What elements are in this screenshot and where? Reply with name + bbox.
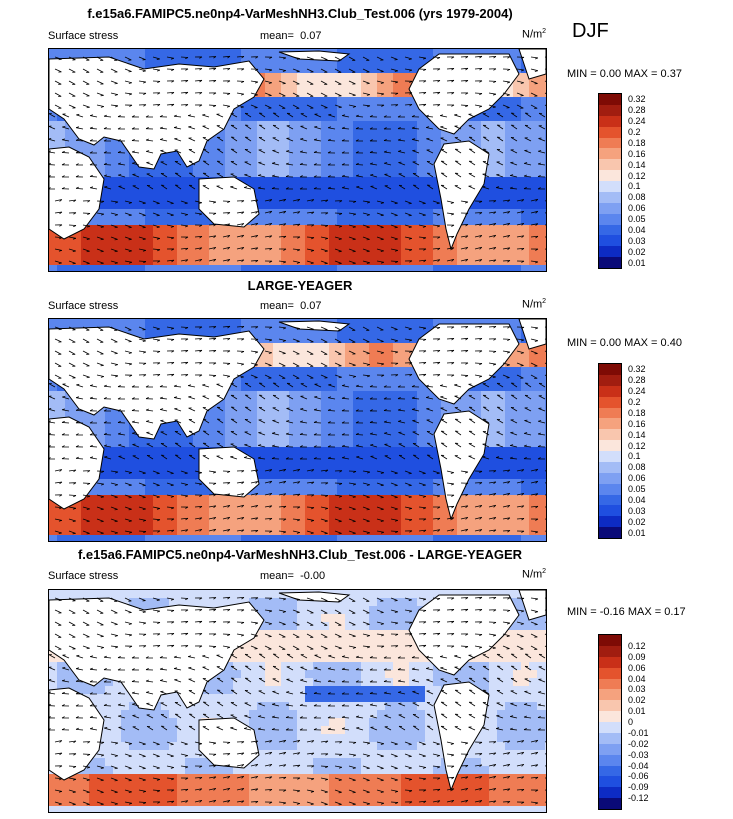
colorbar-tick-label: 0.05 (628, 214, 646, 225)
colorbar-tick-label: 0.04 (628, 224, 646, 235)
colorbar-tick-label: -0.03 (628, 749, 649, 760)
colorbar-tick-label: 0.03 (628, 684, 646, 695)
colorbar-tick-label: 0.04 (628, 494, 646, 505)
colorbar-tick-label: 0.12 (628, 440, 646, 451)
panel-2-units: N/m2 (522, 298, 547, 311)
colorbar-tick-label: 0.24 (628, 116, 646, 127)
colorbar-tick-label: 0.02 (628, 695, 646, 706)
colorbar-tick-label: -0.12 (628, 793, 649, 804)
colorbar-tick-label: 0.02 (628, 246, 646, 257)
panel-2-title: LARGE-YEAGER (247, 278, 353, 293)
colorbar-tick-label: 0.06 (628, 473, 646, 484)
colorbar-tick-label: 0.12 (628, 170, 646, 181)
colorbar-tick-label: 0.16 (628, 418, 646, 429)
colorbar-tick-label: -0.06 (628, 771, 649, 782)
colorbar-tick-label: 0.1 (628, 181, 641, 192)
panel-1-mean: mean= 0.07 (260, 30, 322, 42)
colorbar-tick-label: 0.04 (628, 673, 646, 684)
colorbar-tick-label: 0.14 (628, 429, 646, 440)
colorbar-tick-label: 0.03 (628, 235, 646, 246)
panel-2-mean: mean= 0.07 (260, 300, 322, 312)
colorbar-tick-label: 0.18 (628, 407, 646, 418)
panel-3-units: N/m2 (522, 568, 547, 581)
colorbar-tick-label: 0.06 (628, 203, 646, 214)
colorbar-tick-label: 0.18 (628, 137, 646, 148)
colorbar-tick-label: 0.08 (628, 462, 646, 473)
colorbar-tick-label: -0.04 (628, 760, 649, 771)
colorbar-tick-label: 0.03 (628, 505, 646, 516)
colorbar-tick-label: 0.24 (628, 386, 646, 397)
colorbar-tick-label: -0.02 (628, 738, 649, 749)
panel-3-colorbar (598, 634, 622, 810)
panel-3-mean: mean= -0.00 (260, 570, 326, 582)
colorbar-tick-label: 0.28 (628, 105, 646, 116)
panel-2-map (48, 318, 547, 542)
colorbar-tick-label: 0.2 (628, 397, 641, 408)
panel-1-title: f.e15a6.FAMIPC5.ne0np4-VarMeshNH3.Club_T… (87, 6, 513, 21)
panel-2-variable: Surface stress (48, 300, 119, 312)
colorbar-tick-label: 0.01 (628, 527, 646, 538)
season-label: DJF (572, 20, 609, 42)
panel-1-variable: Surface stress (48, 30, 119, 42)
panel-3-minmax: MIN = -0.16 MAX = 0.17 (567, 606, 686, 618)
panel-3-map (48, 589, 547, 813)
colorbar-tick-label: 0.16 (628, 148, 646, 159)
colorbar-tick-label: 0.09 (628, 651, 646, 662)
colorbar-tick-label: 0.1 (628, 451, 641, 462)
panel-1-colorbar (598, 93, 622, 269)
panel-3-title: f.e15a6.FAMIPC5.ne0np4-VarMeshNH3.Club_T… (77, 547, 523, 562)
panel-2-minmax: MIN = 0.00 MAX = 0.40 (567, 337, 682, 349)
panel-2-colorbar (598, 363, 622, 539)
panel-1-map (48, 48, 547, 272)
colorbar-tick-label: 0.12 (628, 640, 646, 651)
colorbar-tick-label: 0.14 (628, 159, 646, 170)
panel-3-variable: Surface stress (48, 570, 119, 582)
colorbar-tick-label: 0.08 (628, 192, 646, 203)
panel-1-units: N/m2 (522, 28, 547, 41)
colorbar-tick-label: 0.05 (628, 484, 646, 495)
colorbar-tick-label: 0.01 (628, 257, 646, 268)
colorbar-tick-label: -0.01 (628, 727, 649, 738)
colorbar-tick-label: 0.02 (628, 516, 646, 527)
colorbar-tick-label: 0.28 (628, 375, 646, 386)
colorbar-tick-label: 0.2 (628, 127, 641, 138)
colorbar-tick-label: -0.09 (628, 782, 649, 793)
colorbar-tick-label: 0 (628, 717, 634, 727)
colorbar-tick-label: 0.06 (628, 662, 646, 673)
colorbar-tick-label: 0.32 (628, 94, 646, 105)
colorbar-tick-label: 0.32 (628, 364, 646, 375)
colorbar-tick-label: 0.01 (628, 706, 646, 717)
panel-1-minmax: MIN = 0.00 MAX = 0.37 (567, 68, 682, 80)
